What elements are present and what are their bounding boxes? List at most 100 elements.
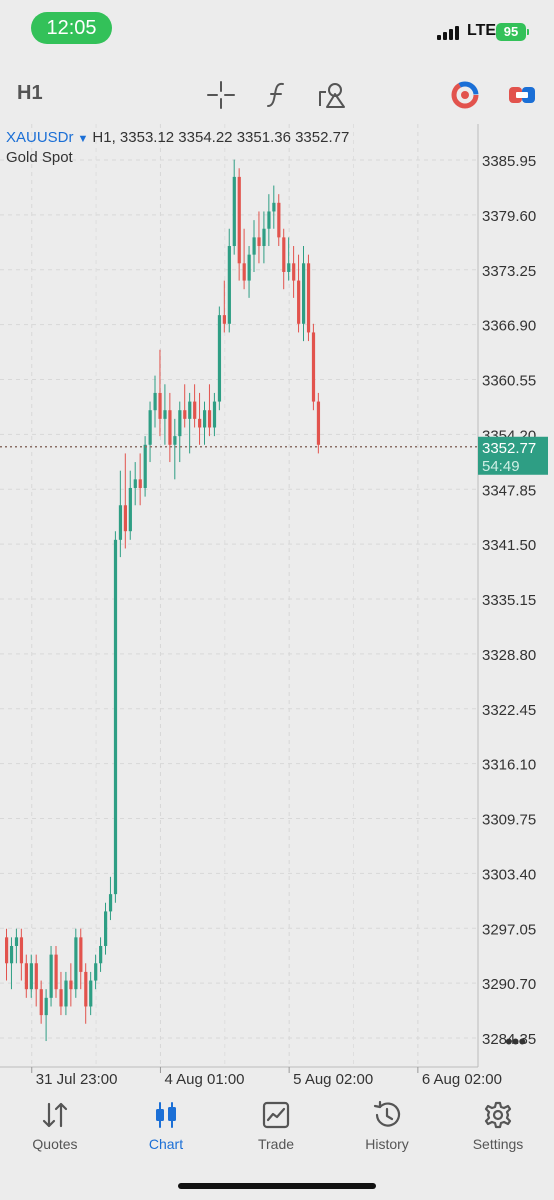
candle-body xyxy=(128,487,132,532)
current-price-value: 3352.77 xyxy=(482,440,536,457)
candle-body xyxy=(198,418,202,428)
trade-panel-icon[interactable] xyxy=(507,80,537,110)
chart-toolbar: H1 xyxy=(0,70,554,120)
time-tick-label: 4 Aug 01:00 xyxy=(164,1071,244,1088)
candle-body xyxy=(311,332,316,402)
candle xyxy=(242,228,246,290)
candle-body xyxy=(292,263,296,281)
candle-body xyxy=(54,954,58,990)
candle xyxy=(316,392,321,454)
network-type: LTE xyxy=(467,22,497,39)
plot-area xyxy=(0,124,478,1067)
tab-quotes[interactable]: Quotes xyxy=(5,1100,105,1156)
trading-signal-icon[interactable] xyxy=(450,80,480,110)
candle xyxy=(306,254,311,342)
candle-body xyxy=(277,202,281,238)
candle xyxy=(49,945,53,1007)
candle-body xyxy=(104,911,108,946)
candle xyxy=(302,246,306,342)
candle-body xyxy=(79,937,83,972)
candle-body xyxy=(34,963,38,990)
objects-icon[interactable] xyxy=(318,80,348,110)
candle xyxy=(29,954,33,998)
candle-body xyxy=(44,997,48,1016)
candle xyxy=(104,902,108,955)
candle-body xyxy=(158,392,162,419)
candle-body xyxy=(148,410,152,445)
price-axis: 3385.953379.603373.253366.903360.553354.… xyxy=(0,124,536,1068)
candle xyxy=(64,971,68,1016)
candle-body xyxy=(287,263,291,272)
candle xyxy=(222,280,226,333)
candle-body xyxy=(74,937,78,990)
candle-body xyxy=(212,401,217,428)
symbol-name[interactable]: XAUUSDr xyxy=(6,129,74,146)
candle xyxy=(297,254,301,333)
price-tick-label: 3328.80 xyxy=(482,647,536,664)
function-icon[interactable] xyxy=(262,80,292,110)
battery-tip xyxy=(527,29,529,35)
candle-body xyxy=(188,401,192,419)
candle-body xyxy=(64,980,68,1007)
candle xyxy=(207,384,212,437)
candle xyxy=(84,963,88,1024)
candle xyxy=(252,220,256,272)
price-tick-label: 3303.40 xyxy=(482,866,536,883)
candle-body xyxy=(153,392,157,411)
timeframe-button[interactable]: H1 xyxy=(17,82,43,104)
candle xyxy=(39,980,43,1024)
crosshair-icon[interactable] xyxy=(206,80,236,110)
candle-body xyxy=(257,237,261,247)
cellular-signal-icon xyxy=(437,26,463,40)
candle-body xyxy=(24,963,28,990)
candle-body xyxy=(306,263,311,333)
candle-body xyxy=(14,937,19,946)
status-bar: 12:05 LTE 95 xyxy=(0,0,554,60)
candle-body xyxy=(242,263,246,281)
candle xyxy=(292,246,296,298)
candle-body xyxy=(59,989,63,1007)
candle-body xyxy=(39,989,43,1016)
more-options-icon[interactable]: ••• xyxy=(505,1029,526,1054)
candle xyxy=(133,462,137,506)
candle xyxy=(262,211,266,264)
candle xyxy=(5,928,9,981)
tab-history[interactable]: History xyxy=(337,1100,437,1156)
quotes-icon xyxy=(42,1102,68,1128)
price-tick-label: 3309.75 xyxy=(482,812,536,829)
price-tick-label: 3379.60 xyxy=(482,208,536,225)
candle xyxy=(113,531,118,903)
candle xyxy=(198,392,202,445)
candle-body xyxy=(302,263,306,324)
time-axis: 31 Jul 23:00 4 Aug 01:00 5 Aug 02:00 6 Aug … xyxy=(31,1067,502,1088)
price-tick-label: 3335.15 xyxy=(482,592,536,609)
candle xyxy=(227,228,231,333)
candle xyxy=(79,928,83,990)
price-chart[interactable]: 3385.95 3379.60 3373.25 3366.90 3360.55 3354.… xyxy=(0,124,554,1090)
time-tick-label: 5 Aug 02:00 xyxy=(293,1071,373,1088)
tab-chart[interactable]: Chart xyxy=(116,1100,216,1156)
candle xyxy=(99,937,103,972)
candle-body xyxy=(133,479,137,488)
candle xyxy=(247,246,251,298)
tab-label-quotes: Quotes xyxy=(32,1136,78,1152)
symbol-header: XAUUSDr ▼ H1, 3353.12 3354.22 3351.36 3352… xyxy=(6,129,349,146)
candle-body xyxy=(89,980,93,1007)
price-tick-label: 3316.10 xyxy=(482,757,536,774)
candle-body xyxy=(247,254,251,281)
price-tick-label: 3385.95 xyxy=(482,153,536,170)
chevron-down-icon[interactable]: ▼ xyxy=(77,133,89,145)
candle xyxy=(9,937,14,990)
candle-body xyxy=(222,315,226,324)
candle-body xyxy=(69,980,73,990)
tab-trade[interactable]: Trade xyxy=(226,1100,326,1156)
candlestick-chart[interactable]: 3385.953379.603373.253366.903360.553354.… xyxy=(0,124,554,1090)
candle xyxy=(34,954,38,1007)
price-tick-label: 3290.70 xyxy=(482,976,536,993)
candle xyxy=(257,211,261,264)
candle xyxy=(311,323,316,411)
tab-settings[interactable]: Settings xyxy=(448,1100,548,1156)
candle-body xyxy=(84,971,88,1007)
candle xyxy=(188,392,192,454)
price-tick-label: 3322.45 xyxy=(482,702,536,719)
